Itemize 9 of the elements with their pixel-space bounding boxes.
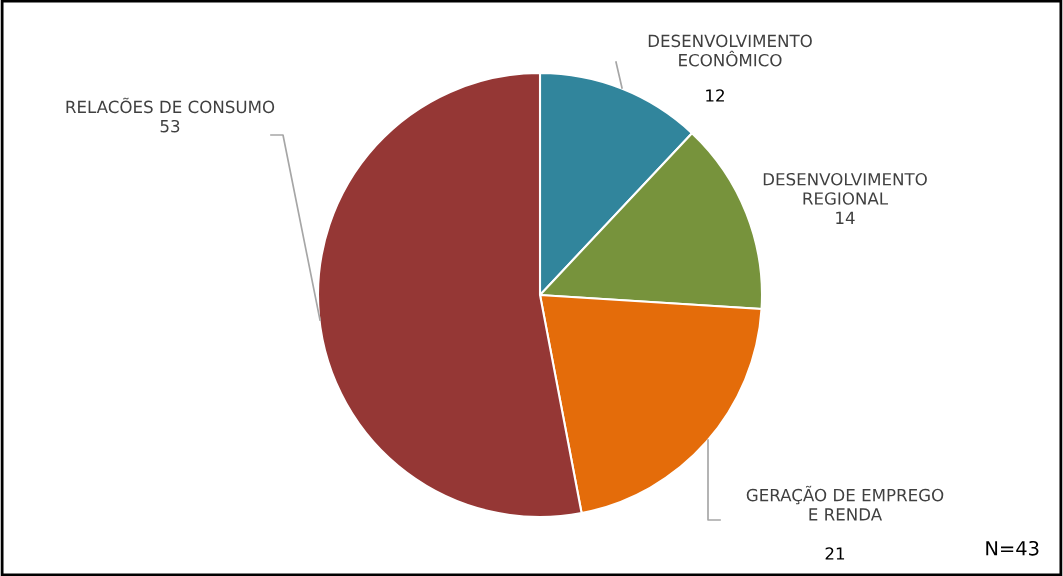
slice-label: RELACÕES DE CONSUMO: [66, 97, 275, 114]
data-label: 53: [160, 119, 180, 133]
text: N=43: [986, 540, 1039, 556]
slice-label: GERAÇÃO DE EMPREGO E RENDA: [746, 485, 944, 521]
slice-label: DESENVOLVIMENTO REGIONAL: [763, 172, 927, 205]
slice-label: DESENVOLVIMENTO ECONÔMICO: [648, 34, 812, 67]
data-label: 21: [825, 547, 845, 560]
data-label: 12: [706, 89, 724, 102]
data-label: 14: [836, 211, 855, 224]
